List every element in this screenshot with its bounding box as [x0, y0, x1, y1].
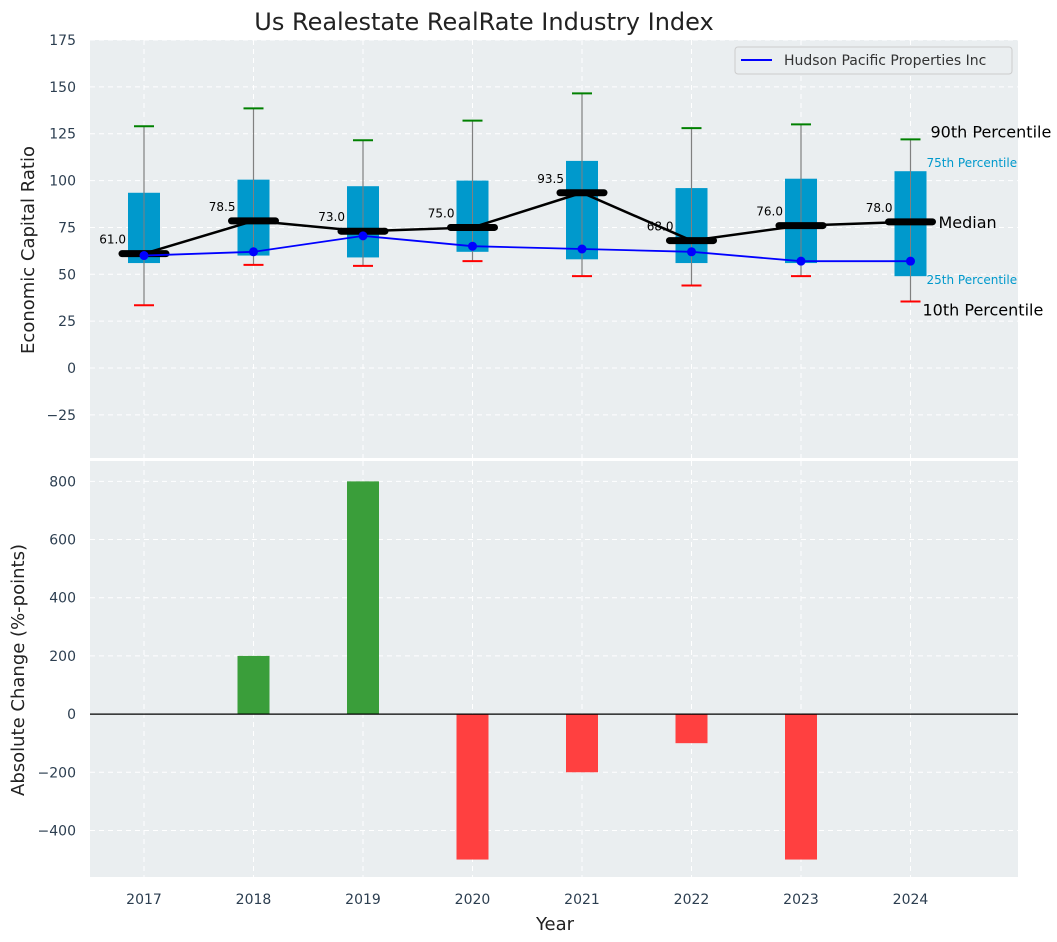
annotation-10th-percentile: 10th Percentile	[923, 300, 1044, 319]
legend-box	[734, 46, 1013, 75]
series-point-hudson-pacific	[139, 251, 149, 261]
median-value-label: 93.5	[537, 172, 564, 186]
top-y-tick-label: 75	[58, 220, 76, 236]
change-bar	[566, 714, 598, 773]
series-point-hudson-pacific	[687, 247, 696, 257]
change-bar	[456, 714, 489, 860]
x-axis-label: Year	[535, 914, 575, 935]
annotation-75th-percentile: 75th Percentile	[927, 156, 1018, 170]
top-y-tick-label: 175	[49, 33, 76, 49]
bottom-y-tick-label: 0	[67, 707, 76, 723]
change-bar	[237, 655, 270, 715]
bottom-y-axis-label: Absolute Change (%-points)	[8, 544, 29, 796]
x-tick-label: 2022	[674, 892, 710, 908]
top-y-tick-label: −25	[46, 408, 76, 424]
top-y-tick-label: 125	[49, 127, 76, 143]
series-point-hudson-pacific	[358, 231, 368, 241]
bottom-y-tick-label: −200	[38, 765, 76, 781]
top-y-tick-label: 0	[67, 361, 76, 377]
median-value-label: 78.5	[209, 200, 236, 214]
annotation-25th-percentile: 25th Percentile	[927, 273, 1018, 287]
series-point-hudson-pacific	[468, 241, 477, 251]
x-tick-label: 2021	[564, 892, 600, 908]
top-y-tick-label: 50	[58, 267, 76, 283]
bottom-y-tick-label: 600	[49, 533, 76, 549]
series-line-hudson-pacific	[143, 234, 911, 263]
change-bar	[675, 714, 708, 744]
series-point-hudson-pacific	[249, 247, 258, 257]
top-y-tick-label: 150	[49, 80, 76, 96]
x-tick-label: 2019	[345, 892, 381, 908]
legend-label: Hudson Pacific Properties Inc	[784, 53, 986, 69]
bottom-y-tick-label: 800	[49, 474, 76, 490]
median-value-label: 73.0	[318, 210, 345, 224]
bottom-panel: −400 −200 0 200 400 600 800 2017 2018 2019 2020 202…	[38, 461, 1018, 908]
bottom-y-tick-label: 200	[49, 649, 76, 665]
x-tick-label: 2018	[236, 892, 272, 908]
chart-title: Us Realestate RealRate Industry Index	[254, 8, 713, 36]
annotation-90th-percentile: 90th Percentile	[931, 122, 1052, 141]
annotation-median: Median	[939, 213, 997, 232]
change-bar	[785, 714, 817, 860]
top-y-tick-label: 25	[58, 314, 76, 330]
median-value-label: 76.0	[756, 205, 783, 219]
top-y-tick-label: 100	[49, 174, 76, 190]
bottom-y-tick-label: 400	[49, 591, 76, 607]
median-value-label: 78.0	[866, 201, 893, 215]
bottom-plot-background	[90, 461, 1018, 877]
series-point-hudson-pacific	[906, 256, 915, 266]
top-y-axis-label: Economic Capital Ratio	[18, 146, 39, 354]
median-value-label: 61.0	[99, 233, 126, 247]
series-point-hudson-pacific	[796, 256, 806, 266]
change-bar	[347, 481, 379, 715]
x-tick-label: 2023	[783, 892, 819, 908]
median-value-label: 75.0	[428, 206, 455, 220]
bottom-y-tick-label: −400	[38, 823, 76, 839]
median-value-label: 68.0	[647, 220, 674, 234]
x-tick-label: 2020	[455, 892, 491, 908]
x-tick-label: 2024	[893, 892, 929, 908]
series-point-hudson-pacific	[577, 244, 587, 254]
top-panel: −25 0 25 50 75 100 125 150 175 61.0 78.5 73.0 75.0 93…	[46, 33, 1051, 458]
x-tick-label: 2017	[126, 892, 162, 908]
